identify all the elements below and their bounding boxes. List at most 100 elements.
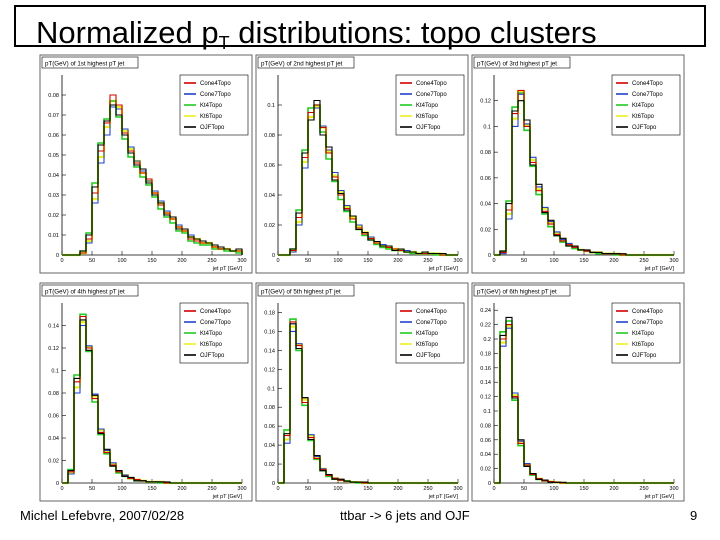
y-tick-label: 0.18: [480, 351, 491, 357]
x-tick-label: 0: [60, 258, 63, 264]
legend-label: Kt4Topo: [632, 331, 655, 337]
legend-label: OJFTopo: [632, 353, 657, 359]
x-tick-label: 200: [609, 486, 618, 492]
legend-label: Kt4Topo: [416, 331, 439, 337]
x-tick-label: 100: [549, 486, 558, 492]
y-tick-label: 0.04: [480, 202, 491, 208]
x-axis-label: jet pT [GeV]: [212, 266, 243, 272]
x-tick-label: 250: [639, 486, 648, 492]
y-tick-label: 0: [488, 481, 491, 487]
y-tick-label: 0.01: [48, 233, 59, 239]
x-tick-label: 0: [276, 258, 279, 264]
legend-label: Cone7Topo: [200, 92, 231, 98]
chart-title-box: [473, 284, 571, 297]
legend-label: Kt6Topo: [200, 342, 223, 348]
y-tick-label: 0: [272, 253, 275, 259]
x-tick-label: 250: [207, 258, 216, 264]
y-tick-label: 0.08: [264, 133, 275, 139]
x-tick-label: 200: [393, 486, 402, 492]
x-tick-label: 300: [237, 486, 246, 492]
y-tick-label: 0.02: [480, 227, 491, 233]
y-tick-label: 0.02: [480, 467, 491, 473]
legend-label: Cone7Topo: [632, 320, 663, 326]
legend-label: OJFTopo: [416, 353, 441, 359]
chart-title-box: [41, 56, 139, 69]
chart-title: pT(GeV) of 2nd highest pT jet: [261, 61, 343, 68]
legend-label: Cone4Topo: [632, 81, 663, 87]
x-tick-label: 50: [305, 258, 311, 264]
x-tick-label: 50: [89, 486, 95, 492]
slide-title: Normalized pT distributions: topo cluste…: [36, 15, 597, 53]
title-main: Normalized p: [36, 15, 219, 50]
y-tick-label: 0.02: [264, 462, 275, 468]
y-tick-label: 0.1: [267, 103, 275, 109]
y-tick-label: 0.18: [264, 310, 275, 316]
chart-panel-5: pT(GeV) of 5th highest pT jet 0 0.02 0.04 0.…: [255, 282, 469, 502]
chart-panel-1: pT(GeV) of 1st highest pT jet 0 0.01 0.02 0.…: [39, 54, 253, 274]
y-tick-label: 0.02: [264, 223, 275, 229]
y-tick-label: 0.06: [480, 438, 491, 444]
y-tick-label: 0.08: [264, 405, 275, 411]
slide-title-box: Normalized pT distributions: topo cluste…: [14, 5, 706, 53]
chart-title-box: [473, 56, 571, 69]
x-tick-label: 150: [363, 486, 372, 492]
y-tick-label: 0.12: [480, 395, 491, 401]
y-tick-label: 0.06: [264, 163, 275, 169]
y-tick-label: 0.06: [480, 176, 491, 182]
legend-label: Kt4Topo: [416, 103, 439, 109]
y-tick-label: 0.1: [483, 124, 491, 130]
y-tick-label: 0.08: [480, 423, 491, 429]
y-tick-label: 0.02: [48, 213, 59, 219]
y-tick-label: 0.06: [48, 133, 59, 139]
x-tick-label: 300: [669, 258, 678, 264]
chart-title: pT(GeV) of 4th highest pT jet: [45, 289, 125, 296]
x-tick-label: 200: [177, 486, 186, 492]
legend-label: Kt6Topo: [416, 342, 439, 348]
y-tick-label: 0.07: [48, 113, 59, 119]
legend-label: Kt6Topo: [632, 342, 655, 348]
series-ojftopo: [494, 316, 674, 484]
y-tick-label: 0.1: [51, 369, 59, 375]
legend-label: OJFTopo: [200, 353, 225, 359]
chart-panel-2: pT(GeV) of 2nd highest pT jet 0 0.02 0.04 0.…: [255, 54, 469, 274]
chart-title-box: [257, 56, 355, 69]
y-tick-label: 0.05: [48, 153, 59, 159]
x-tick-label: 100: [333, 486, 342, 492]
y-tick-label: 0: [488, 253, 491, 259]
page-number: 9: [690, 508, 698, 523]
legend-label: Cone4Topo: [416, 309, 447, 315]
x-tick-label: 50: [89, 258, 95, 264]
y-tick-label: 0.08: [48, 391, 59, 397]
y-tick-label: 0.08: [480, 150, 491, 156]
legend-label: Cone4Topo: [632, 309, 663, 315]
x-tick-label: 0: [492, 486, 495, 492]
legend-label: Cone7Topo: [416, 92, 447, 98]
x-tick-label: 250: [639, 258, 648, 264]
y-tick-label: 0.12: [264, 367, 275, 373]
x-tick-label: 200: [177, 258, 186, 264]
series-ojftopo: [278, 323, 458, 484]
x-tick-label: 100: [117, 486, 126, 492]
x-tick-label: 0: [276, 486, 279, 492]
x-tick-label: 250: [423, 486, 432, 492]
chart-title: pT(GeV) of 5th highest pT jet: [261, 289, 341, 296]
y-tick-label: 0.12: [48, 346, 59, 352]
y-tick-label: 0.22: [480, 323, 491, 329]
title-subscript: T: [218, 33, 230, 53]
chart-title-box: [41, 284, 139, 297]
x-tick-label: 150: [579, 258, 588, 264]
x-tick-label: 50: [305, 486, 311, 492]
y-tick-label: 0: [272, 481, 275, 487]
x-axis-label: jet pT [GeV]: [212, 494, 243, 500]
chart-title: pT(GeV) of 1st highest pT jet: [45, 61, 125, 68]
x-tick-label: 50: [521, 258, 527, 264]
y-tick-label: 0.08: [48, 93, 59, 99]
x-tick-label: 150: [579, 486, 588, 492]
footer-author: Michel Lefebvre, 2007/02/28: [20, 508, 185, 523]
y-tick-label: 0.04: [48, 173, 59, 179]
x-tick-label: 150: [147, 486, 156, 492]
y-tick-label: 0.14: [48, 324, 59, 330]
y-tick-label: 0.04: [264, 443, 275, 449]
y-tick-label: 0.12: [480, 99, 491, 105]
x-tick-label: 100: [117, 258, 126, 264]
